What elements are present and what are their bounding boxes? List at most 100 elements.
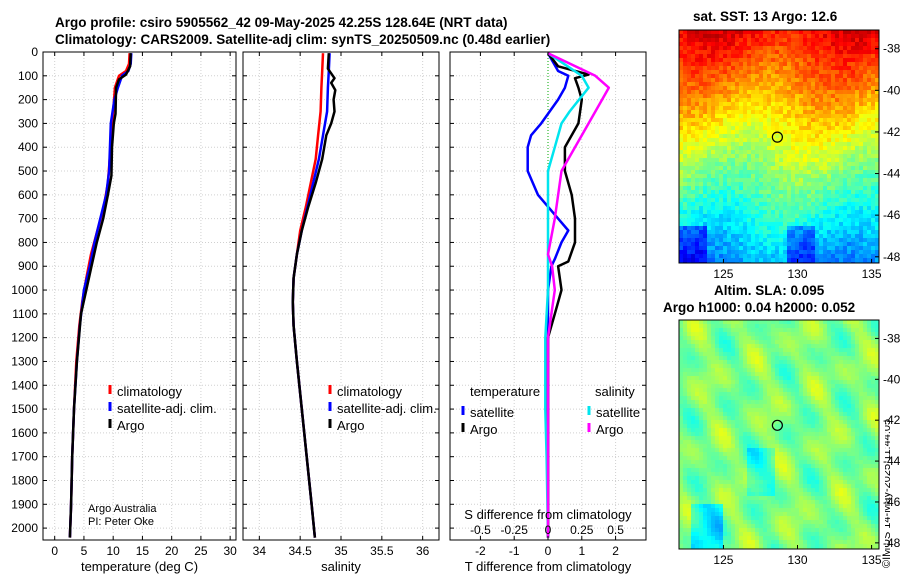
map-cell — [867, 142, 872, 147]
map-cell — [787, 392, 792, 397]
map-cell — [727, 138, 732, 143]
map-cell — [767, 106, 772, 111]
map-cell — [771, 332, 776, 337]
map-cell — [691, 186, 696, 191]
map-cell — [679, 452, 684, 457]
map-cell — [815, 114, 820, 119]
map-cell — [735, 178, 740, 183]
map-cell — [739, 368, 744, 373]
map-cell — [823, 324, 828, 329]
map-cell — [719, 242, 724, 247]
map-cell — [711, 340, 716, 345]
map-cell — [743, 70, 748, 75]
map-cell — [807, 448, 812, 453]
map-cell — [743, 344, 748, 349]
map-cell — [831, 448, 836, 453]
map-cell — [763, 226, 768, 231]
map-cell — [831, 218, 836, 223]
map-cell — [679, 86, 684, 91]
map-cell — [739, 42, 744, 47]
map-cell — [739, 360, 744, 365]
map-cell — [703, 154, 708, 159]
map-cell — [747, 110, 752, 115]
map-cell — [711, 352, 716, 357]
map-cell — [851, 376, 856, 381]
map-cell — [867, 78, 872, 83]
map-cell — [811, 190, 816, 195]
map-cell — [767, 98, 772, 103]
map-cell — [771, 38, 776, 43]
map-cell — [835, 118, 840, 123]
map-cell — [727, 38, 732, 43]
map-cell — [751, 170, 756, 175]
map-cell — [831, 412, 836, 417]
map-cell — [731, 130, 736, 135]
map-cell — [715, 412, 720, 417]
map-cell — [795, 138, 800, 143]
map-cell — [731, 210, 736, 215]
map-cell — [799, 114, 804, 119]
map-cell — [867, 194, 872, 199]
map-cell — [679, 444, 684, 449]
map-cell — [751, 190, 756, 195]
map-cell — [703, 174, 708, 179]
map-cell — [727, 234, 732, 239]
map-cell — [699, 50, 704, 55]
map-cell — [847, 162, 852, 167]
map-cell — [847, 238, 852, 243]
map-cell — [835, 202, 840, 207]
map-cell — [703, 368, 708, 373]
map-cell — [815, 246, 820, 251]
map-cell — [791, 352, 796, 357]
x-tick-label: 5 — [81, 544, 88, 558]
map-cell — [683, 146, 688, 151]
map-cell — [723, 384, 728, 389]
map-cell — [731, 452, 736, 457]
map-cell — [859, 70, 864, 75]
map-cell — [691, 102, 696, 107]
map-cell — [875, 348, 880, 353]
map-cell — [743, 340, 748, 345]
map-cell — [771, 444, 776, 449]
map-cell — [847, 110, 852, 115]
map-cell — [803, 198, 808, 203]
map-cell — [835, 420, 840, 425]
map-cell — [863, 332, 868, 337]
map-cell — [691, 38, 696, 43]
map-cell — [711, 242, 716, 247]
map-cell — [763, 182, 768, 187]
map-cell — [791, 222, 796, 227]
map-cell — [803, 428, 808, 433]
map-cell — [823, 408, 828, 413]
map-cell — [731, 70, 736, 75]
map-cell — [839, 420, 844, 425]
map-cell — [787, 82, 792, 87]
map-cell — [711, 70, 716, 75]
map-cell — [835, 214, 840, 219]
map-cell — [691, 174, 696, 179]
map-cell — [819, 246, 824, 251]
map-cell — [807, 194, 812, 199]
map-cell — [843, 440, 848, 445]
map-cell — [863, 86, 868, 91]
map-cell — [839, 392, 844, 397]
map-cell — [783, 452, 788, 457]
map-cell — [727, 412, 732, 417]
map-cell — [775, 258, 780, 263]
map-cell — [835, 340, 840, 345]
map-cell — [767, 254, 772, 259]
map-cell — [747, 186, 752, 191]
map-cell — [871, 352, 876, 357]
map-cell — [767, 344, 772, 349]
map-cell — [807, 210, 812, 215]
map-cell — [779, 246, 784, 251]
map-cell — [723, 380, 728, 385]
map-cell — [859, 254, 864, 259]
map-cell — [683, 154, 688, 159]
profile-panel-1: 0 5 10 15 20 25 300100200300400500600700800900… — [11, 45, 237, 574]
map-cell — [791, 242, 796, 247]
map-cell — [751, 404, 756, 409]
map-cell — [743, 50, 748, 55]
map-cell — [851, 448, 856, 453]
map-cell — [775, 158, 780, 163]
